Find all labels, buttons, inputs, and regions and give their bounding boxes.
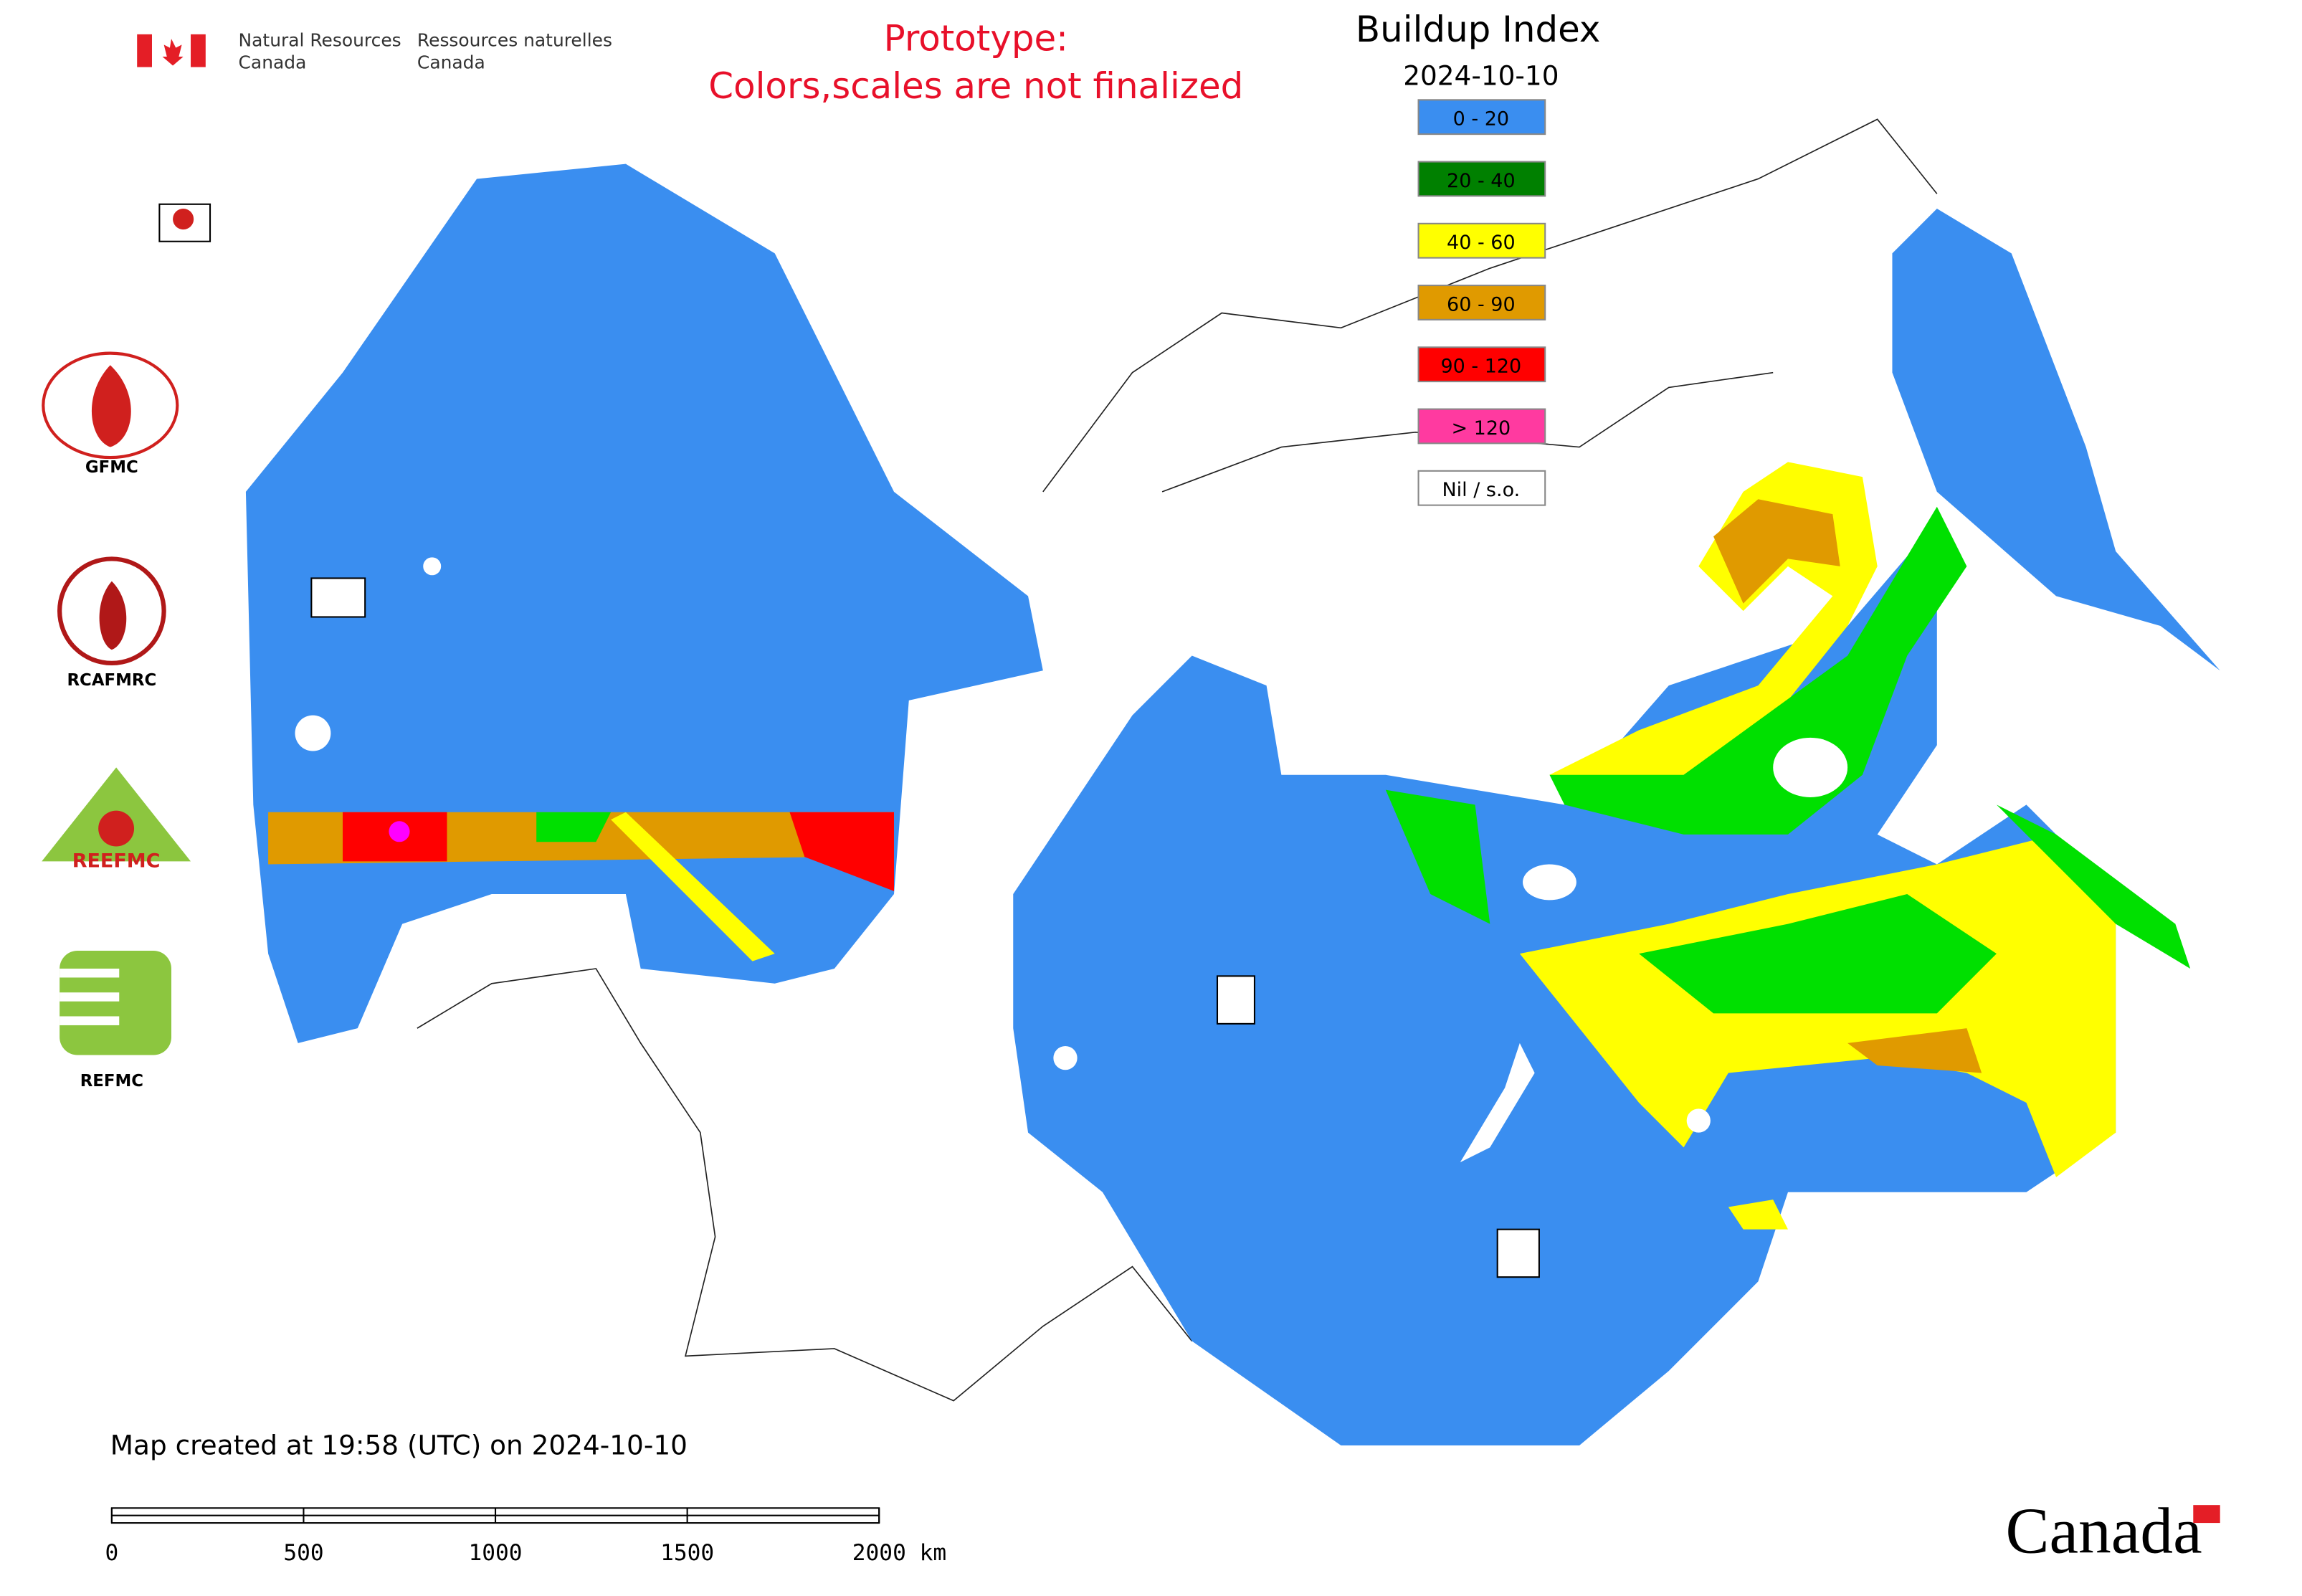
legend-label: 40 - 60 — [1447, 232, 1516, 254]
scale-label: 1500 — [660, 1540, 714, 1566]
basemap — [245, 118, 2220, 1446]
scale-label: 2000 km — [852, 1540, 946, 1566]
legend-date: 2024-10-10 — [1403, 60, 1559, 92]
agency-en: Natural Resources — [239, 29, 401, 50]
legend-label: > 120 — [1451, 417, 1511, 440]
legend-label: 90 - 120 — [1440, 356, 1521, 378]
legend-label: 20 - 40 — [1447, 170, 1516, 192]
legend-label: 0 - 20 — [1453, 108, 1509, 130]
notice: Prototype: — [884, 18, 1068, 60]
scale-bar: 0 500 1000 1500 2000 km — [105, 1507, 946, 1566]
created-note: Map created at 19:58 (UTC) on 2024-10-10 — [110, 1429, 688, 1460]
logo-label: REEFMC — [72, 850, 161, 873]
legend-swatch — [1417, 408, 1546, 445]
agency-fr: Ressources naturelles — [417, 29, 612, 50]
legend-swatch — [1417, 222, 1546, 259]
logo-label: GFMC — [85, 458, 138, 477]
legend-swatch — [1417, 285, 1546, 320]
wordmark-flag — [2193, 1505, 2220, 1524]
legend-label: Nil / s.o. — [1442, 479, 1520, 501]
legend: 0 - 20 20 - 40 40 - 60 60 - 90 90 - 120 > 120… — [1417, 99, 1546, 506]
agency-fr: Canada — [417, 52, 485, 73]
agency-en: Canada — [239, 52, 307, 73]
canada-wordmark: Canada — [2005, 1495, 2202, 1567]
logo-label: RCAFMRC — [67, 671, 156, 690]
legend-swatch — [1417, 161, 1546, 197]
legend-swatch — [1417, 99, 1546, 136]
legend-swatch — [1417, 470, 1546, 506]
scale-label: 0 — [105, 1540, 118, 1566]
scale-label: 1000 — [469, 1540, 523, 1566]
legend-title: Buildup Index — [1356, 9, 1601, 50]
notice: Colors,scales are not finalized — [708, 65, 1243, 107]
legend-label: 60 - 90 — [1447, 293, 1516, 315]
logos — [42, 203, 1540, 1278]
legend-swatch — [1417, 346, 1546, 383]
logo-label: REFMC — [80, 1072, 143, 1091]
canada-flag — [137, 34, 206, 67]
scale-label: 500 — [283, 1540, 323, 1566]
